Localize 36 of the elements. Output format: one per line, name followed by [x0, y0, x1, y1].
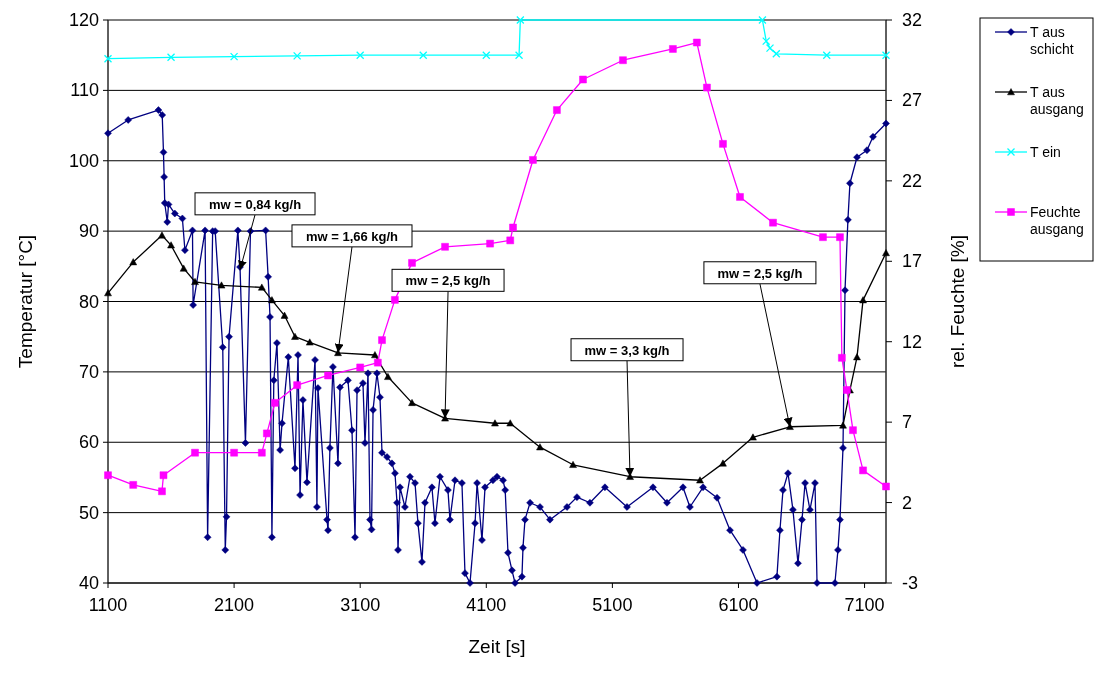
legend-label: T aus ausgang: [1030, 84, 1084, 117]
x-tick-label: 2100: [214, 595, 255, 615]
x-tick-label: 4100: [466, 595, 507, 615]
y-axis-title: Temperatur [°C]: [15, 234, 36, 369]
annotation: mw = 3,3 kg/h: [584, 342, 670, 358]
y-tick-label: 40: [78, 573, 99, 593]
annotation: mw = 1,66 kg/h: [305, 228, 399, 244]
legend-label: Feuchte ausgang: [1030, 204, 1084, 237]
y2-tick-label: 27: [902, 90, 923, 111]
y-tick-label: 50: [78, 502, 99, 523]
y-tick-label: 110: [70, 80, 99, 101]
y-tick-label: 70: [78, 361, 99, 382]
y2-tick-label: -3: [902, 573, 919, 593]
annotation: mw = 2,5 kg/h: [717, 265, 803, 281]
x-axis-title: Zeit [s]: [468, 636, 526, 657]
y-tick-label: 60: [78, 432, 99, 453]
y-tick-label: 100: [68, 150, 99, 171]
y2-tick-label: 32: [902, 10, 923, 30]
annotation: mw = 0,84 kg/h: [208, 196, 302, 212]
legend-label: T aus schicht: [1030, 24, 1074, 57]
x-tick-label: 7100: [844, 595, 885, 615]
y2-tick-label: 7: [902, 412, 913, 433]
x-tick-label: 6100: [718, 595, 759, 615]
x-tick-label: 1100: [88, 595, 128, 615]
y2-tick-label: 22: [902, 170, 923, 191]
y-tick-label: 120: [68, 10, 99, 30]
legend-label: T ein: [1030, 144, 1061, 160]
y2-tick-label: 17: [902, 251, 923, 272]
y2-axis-title: rel. Feuchte [%]: [947, 234, 968, 369]
y-tick-label: 90: [78, 221, 99, 242]
y2-tick-label: 2: [902, 492, 913, 513]
y-tick-label: 80: [78, 291, 99, 312]
y2-tick-label: 12: [902, 331, 923, 352]
x-tick-label: 3100: [340, 595, 381, 615]
annotation: mw = 2,5 kg/h: [405, 273, 491, 289]
x-tick-label: 5100: [592, 595, 633, 615]
